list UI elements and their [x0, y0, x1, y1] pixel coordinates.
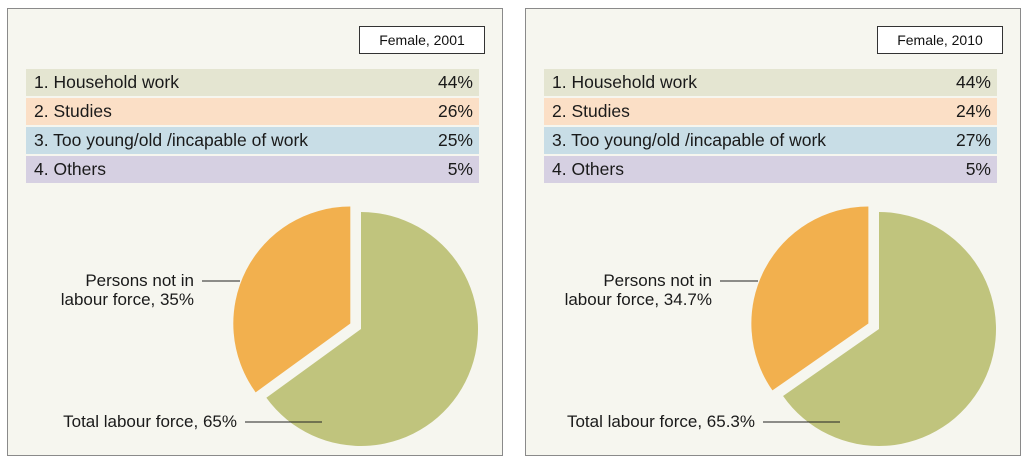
slice-label: Persons not in — [603, 271, 712, 290]
reason-label: 1. Household work — [552, 72, 697, 92]
reason-row: 2. Studies 26% — [26, 98, 479, 125]
reason-row: 4. Others 5% — [26, 156, 479, 183]
pie-chart: Persons not in labour force, 34.7% Total… — [565, 206, 997, 446]
pie-slice-not-in-labour-force — [233, 206, 351, 393]
chart-title: Female, 2010 — [877, 26, 1003, 54]
reason-row: 3. Too young/old /incapable of work 27% — [544, 127, 997, 154]
reason-value: 27% — [955, 130, 991, 150]
reason-value: 44% — [955, 72, 991, 92]
chart-panel-2001: Female, 2001 1. Household work 44% 2. St… — [7, 8, 503, 456]
reason-row: 3. Too young/old /incapable of work 25% — [26, 127, 479, 154]
pie-slice-labour-force — [783, 212, 997, 446]
reason-value: 5% — [447, 159, 473, 179]
chart-panel-2010: Female, 2010 1. Household work 44% 2. St… — [525, 8, 1021, 456]
reason-row: 2. Studies 24% — [544, 98, 997, 125]
reason-value: 5% — [965, 159, 991, 179]
reason-row: 1. Household work 44% — [544, 69, 997, 96]
pie-slice-labour-force — [266, 212, 479, 446]
reason-label: 2. Studies — [552, 101, 630, 121]
slice-label: Total labour force, 65% — [63, 412, 237, 431]
reason-label: 1. Household work — [34, 72, 179, 92]
reason-label: 4. Others — [552, 159, 624, 179]
chart-title: Female, 2001 — [359, 26, 485, 54]
reason-value: 26% — [437, 101, 473, 121]
reason-label: 3. Too young/old /incapable of work — [34, 130, 309, 150]
pie-chart: Persons not in labour force, 35% Total l… — [61, 206, 479, 446]
reason-value: 44% — [437, 72, 473, 92]
reasons-table: 1. Household work 44% 2. Studies 24% 3. … — [544, 69, 997, 185]
reason-label: 3. Too young/old /incapable of work — [552, 130, 827, 150]
slice-label: Persons not in — [85, 271, 194, 290]
reason-row: 4. Others 5% — [544, 156, 997, 183]
slice-label: labour force, 34.7% — [565, 290, 712, 309]
reason-row: 1. Household work 44% — [26, 69, 479, 96]
slice-label: Total labour force, 65.3% — [567, 412, 755, 431]
reasons-table: 1. Household work 44% 2. Studies 26% 3. … — [26, 69, 479, 185]
reason-value: 24% — [955, 101, 991, 121]
reason-label: 4. Others — [34, 159, 106, 179]
reason-value: 25% — [437, 130, 473, 150]
slice-label: labour force, 35% — [61, 290, 194, 309]
pie-slice-not-in-labour-force — [751, 206, 869, 391]
reason-label: 2. Studies — [34, 101, 112, 121]
